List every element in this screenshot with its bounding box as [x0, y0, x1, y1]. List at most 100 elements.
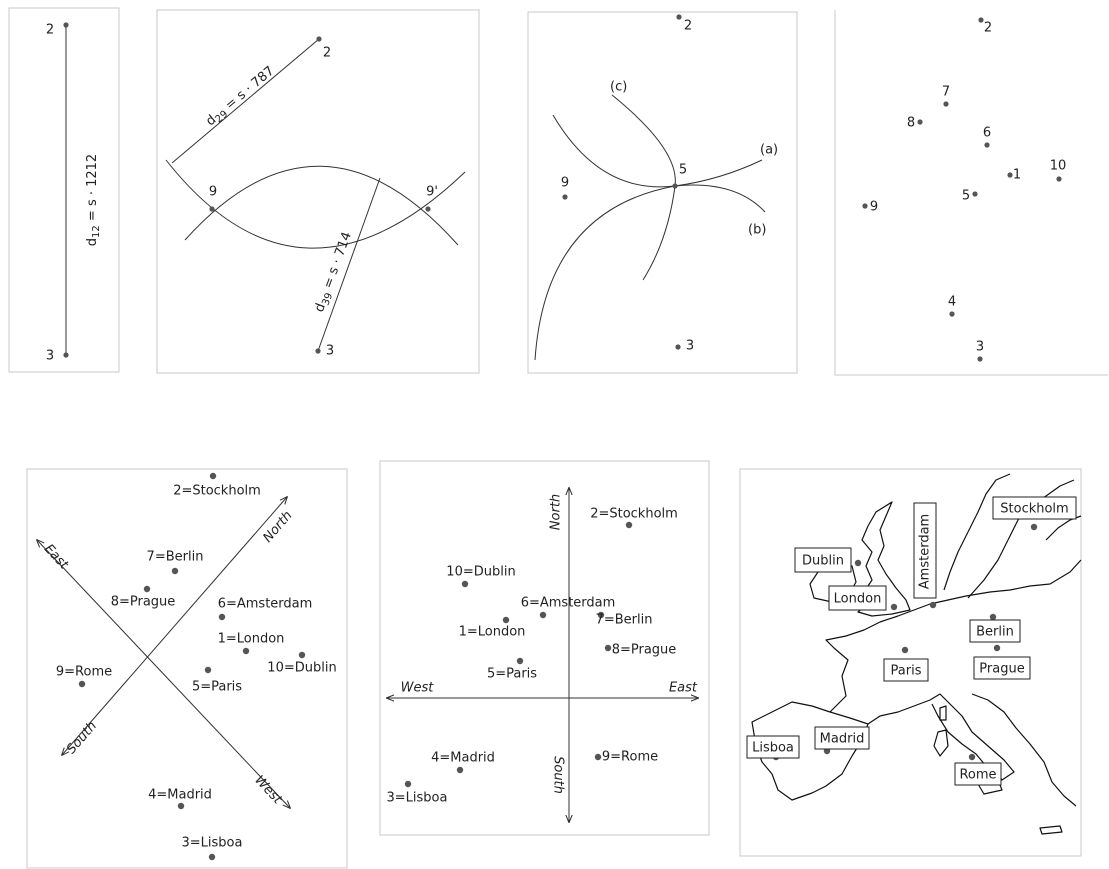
point-label: 10=Dublin	[446, 565, 515, 580]
point-label: 10	[1050, 159, 1067, 174]
city-label: Amsterdam	[918, 514, 933, 589]
point	[1056, 176, 1062, 182]
point	[316, 36, 322, 42]
point-label: 7=Berlin	[147, 550, 204, 565]
formula-part: = s · 714	[319, 230, 355, 294]
panel-frame	[527, 11, 798, 374]
point	[949, 311, 955, 317]
coastline	[857, 501, 911, 617]
city-label: Prague	[979, 662, 1024, 677]
arc	[184, 165, 459, 246]
point-label: 4=Madrid	[148, 788, 212, 803]
point	[675, 344, 681, 350]
point-label: 3	[46, 349, 54, 364]
point-label: 7	[942, 85, 950, 100]
point-label: 4	[948, 295, 956, 310]
city-label: Madrid	[820, 732, 865, 747]
point-label: 3	[686, 339, 694, 354]
point	[204, 666, 212, 674]
panel-frame	[834, 10, 1108, 376]
formula-part: = s · 1212	[85, 154, 100, 225]
label-box	[746, 735, 800, 759]
point	[209, 206, 215, 212]
formula: d39 = s · 714	[312, 230, 357, 315]
arc	[534, 184, 766, 361]
city-label: Dublin	[802, 554, 844, 569]
point-label: 1=London	[218, 632, 285, 647]
point-label: 3=Lisboa	[387, 791, 448, 806]
direction-label: North	[549, 494, 564, 530]
curve-label: (c)	[610, 80, 627, 95]
point-label: 9	[870, 200, 878, 215]
point-label: 6	[983, 126, 991, 141]
point	[218, 613, 226, 621]
distance-line	[317, 177, 381, 352]
point-label: 5	[679, 163, 687, 178]
point-label: 9=Rome	[602, 750, 658, 765]
point	[539, 611, 547, 619]
curve-label: (b)	[748, 223, 766, 238]
point	[562, 194, 568, 200]
point-label: 6=Amsterdam	[218, 597, 313, 612]
point-label: 8=Prague	[111, 595, 176, 610]
point	[1007, 172, 1013, 178]
point	[315, 348, 321, 354]
direction-label: West	[401, 681, 435, 696]
formula-part: d	[85, 238, 100, 246]
direction-label: South	[551, 756, 566, 794]
point	[171, 567, 179, 575]
coastline	[1045, 515, 1082, 541]
city-label: Stockholm	[1000, 502, 1068, 517]
point	[298, 651, 306, 659]
point	[404, 780, 412, 788]
label-box	[954, 762, 1002, 786]
island	[1039, 825, 1063, 835]
point	[502, 616, 510, 624]
coastline	[967, 479, 1075, 599]
formula-sub: 39	[320, 291, 335, 307]
direction-label: East	[669, 681, 698, 696]
point	[943, 101, 949, 107]
point-label: 6=Amsterdam	[521, 596, 616, 611]
point-label: 2=Stockholm	[590, 507, 678, 522]
formula-part: = s · 787	[219, 63, 277, 115]
point	[917, 119, 923, 125]
point	[456, 766, 464, 774]
point	[672, 183, 678, 189]
point-label: 8	[907, 116, 915, 131]
label-box	[828, 585, 887, 611]
label-box	[883, 658, 929, 682]
formula: d29 = s · 787	[203, 63, 279, 130]
panel-frame	[156, 9, 480, 374]
direction-label: West	[251, 773, 285, 808]
coastline	[751, 701, 869, 801]
panel-frame	[26, 468, 348, 869]
arc	[165, 159, 466, 249]
label-box	[814, 726, 870, 750]
direction-label: North	[260, 508, 295, 545]
point-label: 3=Lisboa	[182, 836, 243, 851]
point	[594, 753, 602, 761]
point	[972, 191, 978, 197]
point-label: 3	[326, 344, 334, 359]
direction-label: South	[64, 719, 100, 757]
axis	[62, 497, 287, 755]
coastline	[971, 693, 1077, 807]
label-box	[794, 547, 852, 573]
point	[978, 17, 984, 23]
point	[676, 14, 682, 20]
city-dot	[854, 559, 862, 567]
point-label: 3	[976, 340, 984, 355]
city-dot	[993, 644, 1001, 652]
point-label: 8=Prague	[612, 643, 677, 658]
point	[78, 680, 86, 688]
point-label: 1	[1013, 168, 1021, 183]
point	[625, 521, 633, 529]
point	[984, 142, 990, 148]
point	[425, 206, 431, 212]
point-label: 9	[209, 185, 217, 200]
point	[242, 647, 250, 655]
curve-label: (a)	[760, 143, 778, 158]
panel-frame	[379, 460, 710, 836]
